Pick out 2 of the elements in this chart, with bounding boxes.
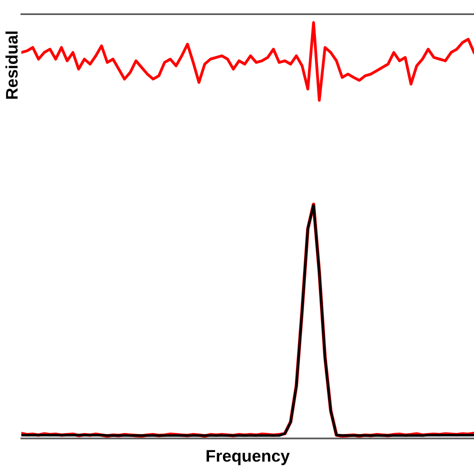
y-axis-title: Residual [5,32,18,99]
x-axis-title: Frequency [206,450,290,466]
